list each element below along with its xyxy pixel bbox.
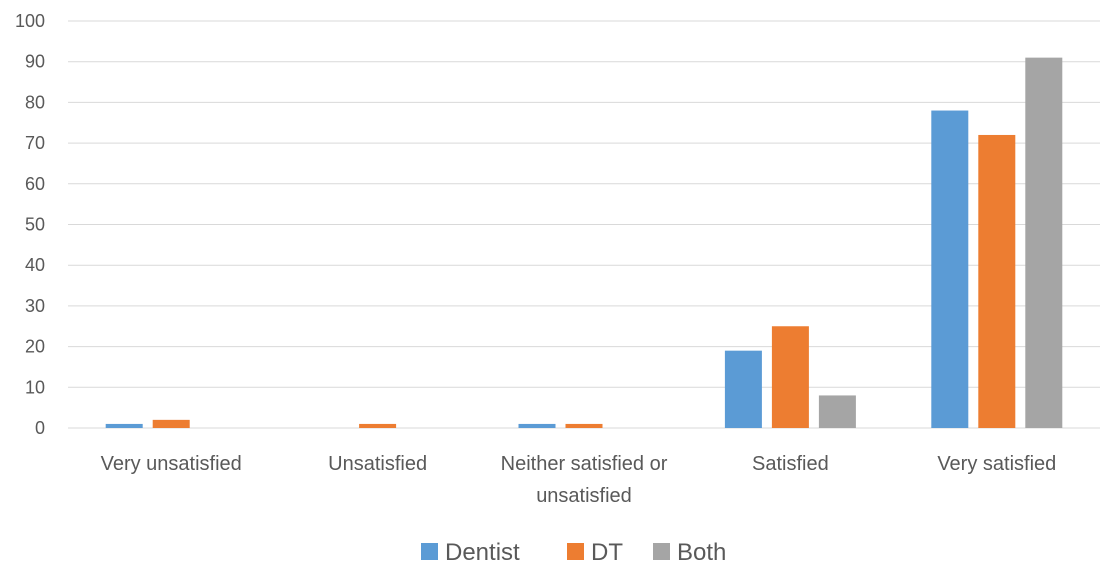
bar-dentist-5 — [931, 110, 969, 428]
y-tick-label: 50 — [25, 215, 45, 235]
x-category-label: Unsatisfied — [328, 453, 427, 475]
bar-dt-5 — [978, 134, 1016, 428]
bar-dt-2 — [359, 423, 397, 428]
y-tick-label: 80 — [25, 92, 45, 112]
y-axis-tick-labels: 0 10 20 30 40 50 60 70 80 90 100 — [15, 11, 45, 438]
bar-dentist-3 — [518, 423, 556, 428]
y-tick-label: 100 — [15, 11, 45, 31]
legend-swatch-both — [653, 543, 670, 560]
legend: Dentist DT Both — [421, 539, 726, 566]
bar-both-5 — [1025, 57, 1063, 428]
y-tick-label: 10 — [25, 377, 45, 397]
legend-swatch-dt — [567, 543, 584, 560]
bar-dt-4 — [771, 326, 809, 428]
x-category-label: Neither satisfied or unsatisfied — [501, 453, 668, 507]
bar-dt-3 — [565, 423, 603, 428]
bar-dt-1 — [152, 419, 190, 428]
y-tick-label: 20 — [25, 337, 45, 357]
y-tick-label: 60 — [25, 174, 45, 194]
x-category-label: Very unsatisfied — [101, 453, 242, 475]
bar-dentist-1 — [105, 423, 143, 428]
bars — [105, 57, 1063, 428]
legend-label-both: Both — [677, 539, 726, 566]
y-tick-label: 40 — [25, 255, 45, 275]
legend-label-dentist: Dentist — [445, 539, 520, 566]
legend-swatch-dentist — [421, 543, 438, 560]
y-tick-label: 0 — [35, 418, 45, 438]
y-tick-label: 30 — [25, 296, 45, 316]
gridlines — [68, 20, 1100, 429]
y-tick-label: 90 — [25, 52, 45, 72]
x-axis-category-labels: Very unsatisfied Unsatisfied Neither satis… — [101, 453, 1057, 507]
y-tick-label: 70 — [25, 133, 45, 153]
bar-both-4 — [818, 395, 856, 428]
legend-label-dt: DT — [591, 539, 623, 566]
x-category-label: Very satisfied — [937, 453, 1056, 475]
bar-dentist-4 — [724, 350, 762, 428]
x-category-label: Satisfied — [752, 453, 829, 475]
